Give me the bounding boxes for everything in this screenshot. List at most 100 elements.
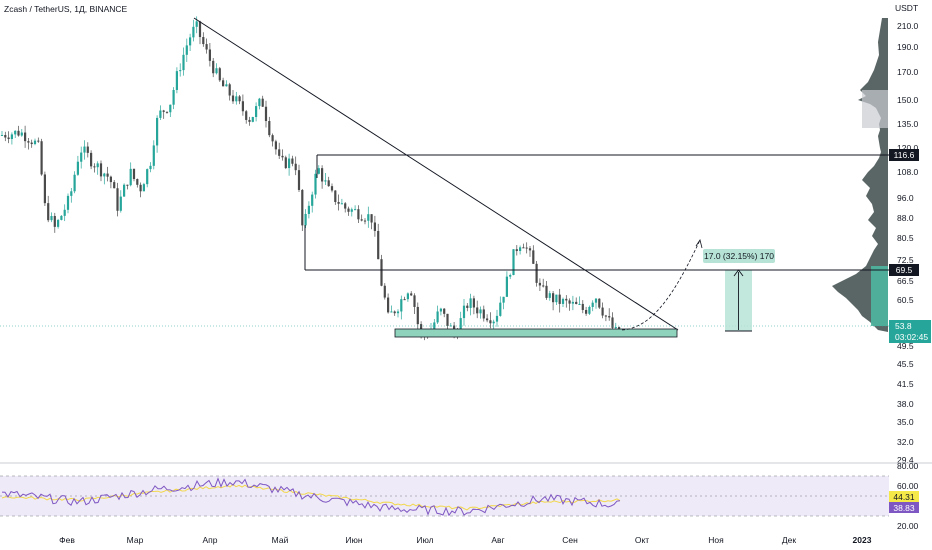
- candle-body: [14, 130, 17, 135]
- candle-body: [33, 140, 37, 145]
- candle-body: [156, 117, 159, 146]
- candle-body: [228, 84, 231, 96]
- time-label: Май: [272, 535, 289, 545]
- candle-body: [70, 191, 73, 196]
- time-label: Сен: [562, 535, 578, 545]
- candle-body: [495, 315, 499, 322]
- candle-body: [4, 134, 7, 138]
- candle-body: [208, 49, 211, 61]
- candle-body: [476, 307, 479, 314]
- candle-body: [222, 80, 225, 87]
- candle-body: [324, 180, 327, 182]
- candle-body: [555, 294, 558, 303]
- candle-body: [363, 220, 367, 222]
- candlestick-series: [0, 16, 621, 341]
- candle-body: [80, 152, 83, 162]
- candle-body: [60, 215, 63, 220]
- candle-body: [251, 117, 254, 122]
- candle-body: [172, 89, 175, 105]
- candle-body: [512, 249, 515, 276]
- candle-body: [387, 297, 390, 313]
- candle-body: [373, 222, 376, 231]
- time-label: Окт: [635, 535, 649, 545]
- candle-body: [205, 44, 208, 50]
- candle-body: [585, 309, 588, 314]
- candle-body: [528, 248, 532, 251]
- candle-body: [552, 293, 555, 303]
- rsi-ma-badge-bg: [889, 491, 919, 502]
- candle-body: [509, 275, 512, 277]
- current-price-badge: 53.8: [895, 321, 912, 331]
- candle-body: [542, 285, 545, 287]
- candle-body: [291, 158, 294, 164]
- candle-body: [611, 317, 614, 328]
- candle-body: [393, 311, 396, 314]
- candle-body: [57, 219, 60, 227]
- candle-body: [304, 213, 307, 226]
- measure-label-bg: [703, 249, 775, 263]
- candle-body: [43, 174, 46, 204]
- candle-body: [83, 146, 86, 153]
- candle-body: [248, 119, 251, 122]
- symbol-title: Zcash / TetherUS, 1Д, BINANCE: [4, 4, 128, 14]
- candle-body: [479, 309, 482, 314]
- candle-body: [327, 180, 330, 187]
- candle-body: [225, 84, 228, 87]
- candle-body: [109, 176, 112, 183]
- candle-body: [274, 141, 277, 150]
- candle-body: [383, 285, 386, 298]
- candle-body: [103, 173, 106, 177]
- candle-body: [410, 293, 413, 296]
- candle-body: [47, 203, 50, 221]
- price-axis[interactable]: USDT 210.0 190.0 170.0 150.0 135.0 120.0 108.0…: [895, 3, 919, 465]
- time-axis[interactable]: Фев Мар Апр Май Июн Июл Авг Сен Окт Ноя Дек 2023: [59, 535, 872, 545]
- rsi-tick: 60.00: [897, 481, 919, 491]
- candle-body: [370, 214, 373, 223]
- time-label: 2023: [853, 535, 872, 545]
- candle-body: [575, 301, 578, 305]
- candle-body: [50, 215, 53, 221]
- candle-body: [93, 166, 96, 168]
- price-tick: 88.0: [897, 213, 914, 223]
- candle-body: [350, 209, 353, 212]
- support-zone[interactable]: [394, 328, 678, 338]
- candle-body: [443, 308, 446, 314]
- candle-body: [380, 259, 383, 286]
- candle-body: [390, 311, 393, 313]
- target-badge: 69.5: [896, 265, 913, 275]
- candle-body: [307, 205, 310, 214]
- candle-body: [10, 134, 13, 140]
- rsi-tick: 80.00: [897, 461, 919, 471]
- rsi-axis[interactable]: 80.00 60.00 20.00: [897, 461, 919, 531]
- candle-body: [255, 106, 258, 118]
- candle-body: [198, 21, 202, 38]
- candle-body: [116, 188, 119, 211]
- descending-trendline[interactable]: [193, 17, 679, 331]
- candle-body: [436, 311, 439, 323]
- price-tick: 170.0: [897, 67, 919, 77]
- price-tick: 108.0: [897, 167, 919, 177]
- candle-body: [466, 305, 469, 308]
- candle-body: [202, 37, 205, 45]
- candle-body: [581, 303, 584, 310]
- candle-body: [525, 247, 528, 249]
- candle-body: [218, 68, 221, 81]
- time-label: Июл: [416, 535, 433, 545]
- candle-body: [24, 132, 27, 142]
- candle-body: [192, 26, 195, 38]
- price-tick: 60.5: [897, 295, 914, 305]
- candle-body: [439, 308, 442, 312]
- candle-body: [400, 299, 403, 312]
- candle-body: [132, 168, 136, 180]
- rsi-tick: 20.00: [897, 521, 919, 531]
- candle-body: [545, 285, 548, 298]
- candle-body: [330, 186, 334, 191]
- candle-body: [314, 173, 317, 195]
- price-tick: 35.0: [897, 417, 914, 427]
- candle-body: [182, 54, 185, 71]
- candle-body: [73, 174, 76, 192]
- rsi-ma-badge: 44.31: [893, 492, 915, 502]
- current-price-badge-bg: [889, 320, 931, 343]
- price-tick: 80.5: [897, 233, 914, 243]
